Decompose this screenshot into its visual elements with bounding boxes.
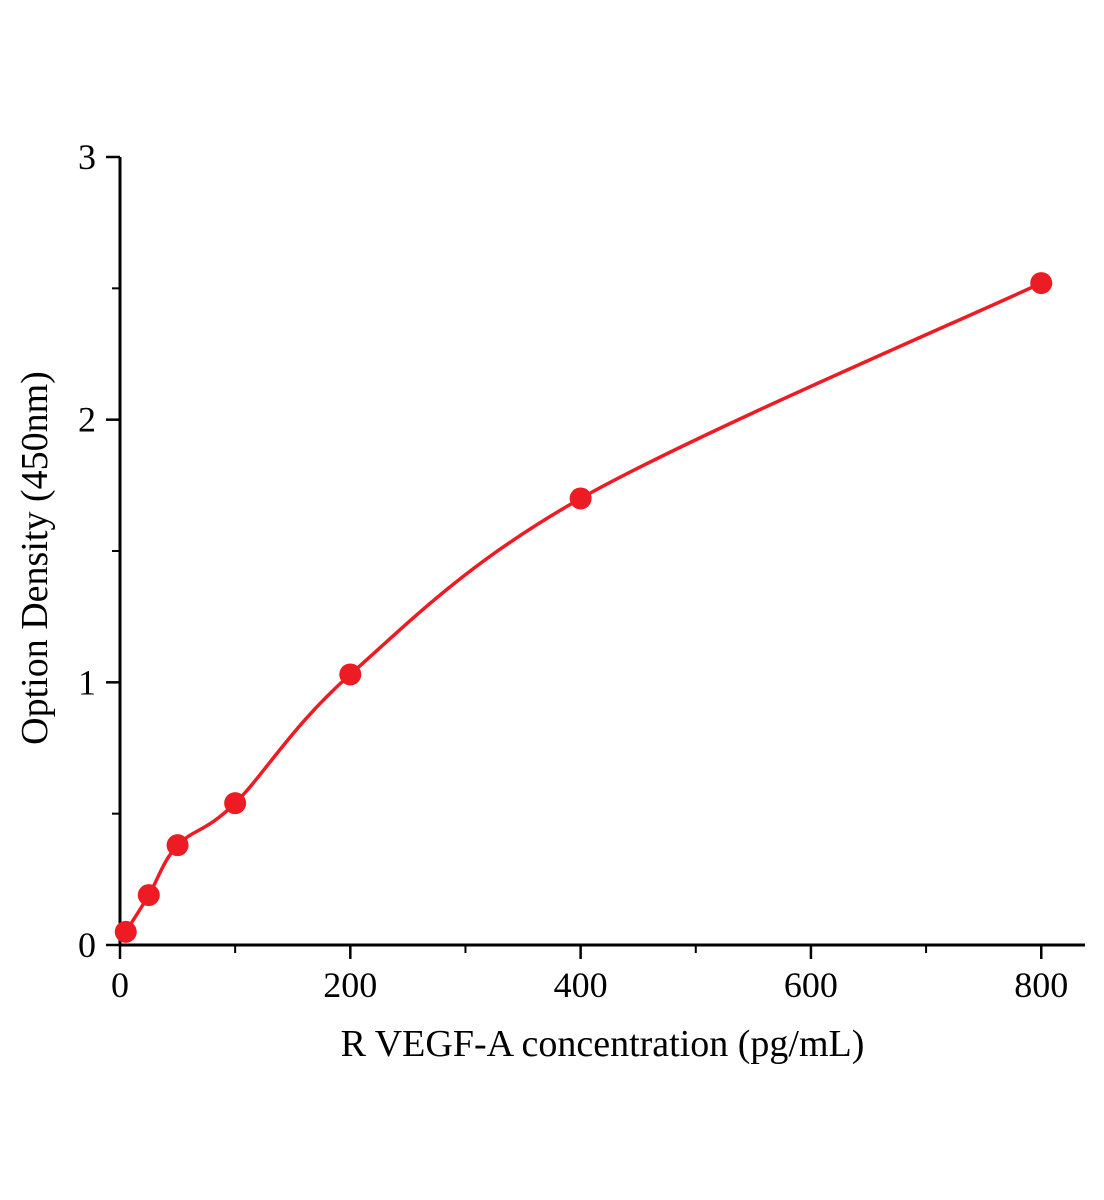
y-tick-label: 3 xyxy=(78,137,96,177)
data-point-marker xyxy=(339,663,362,686)
y-axis-label: Option Density (450nm) xyxy=(14,371,56,745)
x-tick-label: 600 xyxy=(784,965,838,1005)
y-tick-label: 0 xyxy=(78,925,96,965)
data-point-marker xyxy=(114,920,137,943)
y-tick-label: 2 xyxy=(78,400,96,440)
x-tick-label: 0 xyxy=(111,965,129,1005)
x-tick-label: 400 xyxy=(554,965,608,1005)
x-axis-label: R VEGF-A concentration (pg/mL) xyxy=(340,1023,865,1065)
y-tick-label: 1 xyxy=(78,662,96,702)
data-point-marker xyxy=(166,834,189,857)
data-point-marker xyxy=(224,792,247,815)
standard-curve-line xyxy=(124,281,1043,934)
x-tick-label: 200 xyxy=(323,965,377,1005)
x-tick-label: 800 xyxy=(1014,965,1068,1005)
data-point-marker xyxy=(569,487,592,510)
data-point-marker xyxy=(137,884,160,907)
data-point-marker xyxy=(1030,272,1053,295)
